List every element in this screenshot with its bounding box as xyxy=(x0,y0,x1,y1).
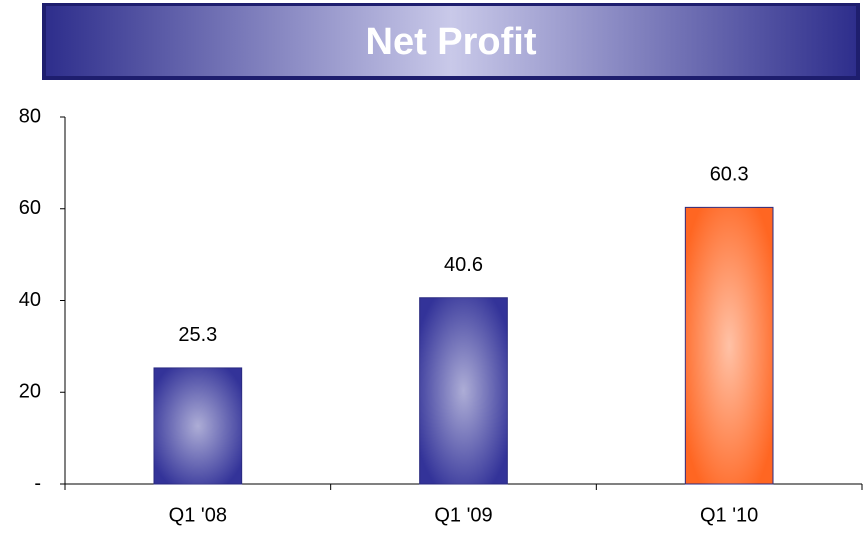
y-tick-label: 20 xyxy=(19,381,41,403)
chart-title: Net Profit xyxy=(366,21,537,63)
bar-highlight xyxy=(685,207,774,484)
x-tick-label: Q1 '08 xyxy=(169,504,227,526)
x-tick-label: Q1 '10 xyxy=(700,504,758,526)
bar-highlight xyxy=(419,297,508,484)
y-tick-label: - xyxy=(34,472,41,494)
y-tick-label: 80 xyxy=(19,105,41,127)
title-banner: Net Profit xyxy=(42,3,860,80)
y-tick-label: 60 xyxy=(19,197,41,219)
y-tick-label: 40 xyxy=(19,289,41,311)
banner xyxy=(46,6,856,76)
bar-highlight xyxy=(153,367,242,484)
data-label: 40.6 xyxy=(444,254,483,276)
x-tick-label: Q1 '09 xyxy=(434,504,492,526)
data-label: 25.3 xyxy=(178,324,217,346)
data-label: 60.3 xyxy=(710,164,749,186)
